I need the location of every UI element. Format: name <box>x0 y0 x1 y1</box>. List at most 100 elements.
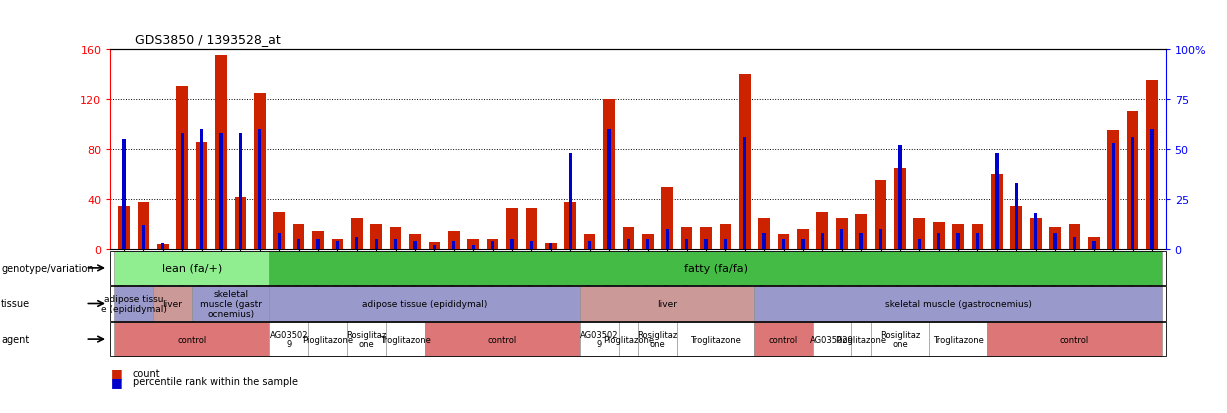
Text: Troglitazone: Troglitazone <box>691 335 741 344</box>
Bar <box>622 227 634 250</box>
Bar <box>1034 214 1037 250</box>
Bar <box>452 242 455 250</box>
Bar <box>491 242 494 250</box>
Bar <box>467 240 479 250</box>
Bar <box>157 245 168 250</box>
Bar <box>331 240 344 250</box>
Bar <box>995 154 999 250</box>
Bar <box>123 140 125 250</box>
Bar <box>1069 225 1080 250</box>
Text: control: control <box>177 335 206 344</box>
Text: liver: liver <box>658 299 677 308</box>
Bar <box>1054 234 1056 250</box>
Bar <box>1049 227 1061 250</box>
Bar <box>374 240 378 250</box>
Bar <box>530 242 533 250</box>
Bar <box>1146 81 1158 250</box>
Bar <box>879 230 882 250</box>
Bar <box>801 240 805 250</box>
Text: count: count <box>133 368 161 378</box>
Bar <box>433 246 436 250</box>
Bar <box>448 231 460 250</box>
Bar <box>177 87 188 250</box>
Bar <box>894 169 906 250</box>
Bar <box>239 134 242 250</box>
Bar <box>898 146 902 250</box>
Bar <box>744 138 746 250</box>
Bar <box>704 240 708 250</box>
Bar <box>220 134 222 250</box>
Text: AG03502
9: AG03502 9 <box>270 330 308 349</box>
Bar <box>1015 184 1018 250</box>
Bar <box>975 234 979 250</box>
Text: AG035029: AG035029 <box>810 335 854 344</box>
Bar <box>957 234 960 250</box>
Bar <box>855 215 867 250</box>
Bar <box>1131 138 1134 250</box>
Bar <box>647 240 649 250</box>
Bar <box>413 242 417 250</box>
Bar <box>588 242 591 250</box>
Bar <box>665 230 669 250</box>
Bar <box>739 75 751 250</box>
Bar <box>1072 238 1076 250</box>
Bar <box>180 134 184 250</box>
Text: Pioglitazone: Pioglitazone <box>602 335 654 344</box>
Bar <box>1108 131 1119 250</box>
Bar <box>1151 130 1153 250</box>
Text: AG03502
9: AG03502 9 <box>580 330 618 349</box>
Bar <box>782 240 785 250</box>
Bar <box>550 244 552 250</box>
Bar <box>859 234 863 250</box>
Bar <box>627 240 629 250</box>
Bar <box>1088 237 1099 250</box>
Bar <box>277 234 281 250</box>
Text: Rosiglitaz
one: Rosiglitaz one <box>637 330 677 349</box>
Text: genotype/variation: genotype/variation <box>1 263 93 273</box>
Text: control: control <box>769 335 798 344</box>
Bar <box>1029 218 1042 250</box>
Bar <box>937 234 940 250</box>
Bar <box>1011 206 1022 250</box>
Bar <box>816 212 828 250</box>
Bar <box>409 235 421 250</box>
Bar <box>545 244 557 250</box>
Bar <box>1092 242 1096 250</box>
Bar <box>394 240 398 250</box>
Bar <box>297 240 301 250</box>
Bar <box>258 130 261 250</box>
Text: Pioglitazone: Pioglitazone <box>836 335 887 344</box>
Text: skeletal
muscle (gastr
ocnemius): skeletal muscle (gastr ocnemius) <box>200 290 261 318</box>
Bar <box>913 218 925 250</box>
Bar <box>312 231 324 250</box>
Bar <box>584 235 595 250</box>
Text: liver: liver <box>162 299 183 308</box>
Text: Rosiglitaz
one: Rosiglitaz one <box>346 330 387 349</box>
Text: lean (fa/+): lean (fa/+) <box>162 263 222 273</box>
Bar <box>510 240 514 250</box>
Bar <box>506 209 518 250</box>
Bar <box>798 230 809 250</box>
Bar <box>215 56 227 250</box>
Text: adipose tissue (epididymal): adipose tissue (epididymal) <box>362 299 487 308</box>
Bar <box>933 222 945 250</box>
Bar <box>471 246 475 250</box>
Bar <box>234 197 247 250</box>
Bar <box>836 218 848 250</box>
Bar <box>317 240 319 250</box>
Text: agent: agent <box>1 334 29 344</box>
Bar <box>351 218 363 250</box>
Bar <box>604 100 615 250</box>
Bar <box>1112 144 1115 250</box>
Bar <box>952 225 964 250</box>
Bar <box>821 234 825 250</box>
Bar <box>355 238 358 250</box>
Bar <box>701 227 712 250</box>
Bar <box>118 206 130 250</box>
Bar <box>685 240 688 250</box>
Text: Troglitazone: Troglitazone <box>380 335 431 344</box>
Bar <box>371 225 382 250</box>
Bar <box>390 227 401 250</box>
Text: tissue: tissue <box>1 299 31 309</box>
Text: GDS3850 / 1393528_at: GDS3850 / 1393528_at <box>135 33 281 45</box>
